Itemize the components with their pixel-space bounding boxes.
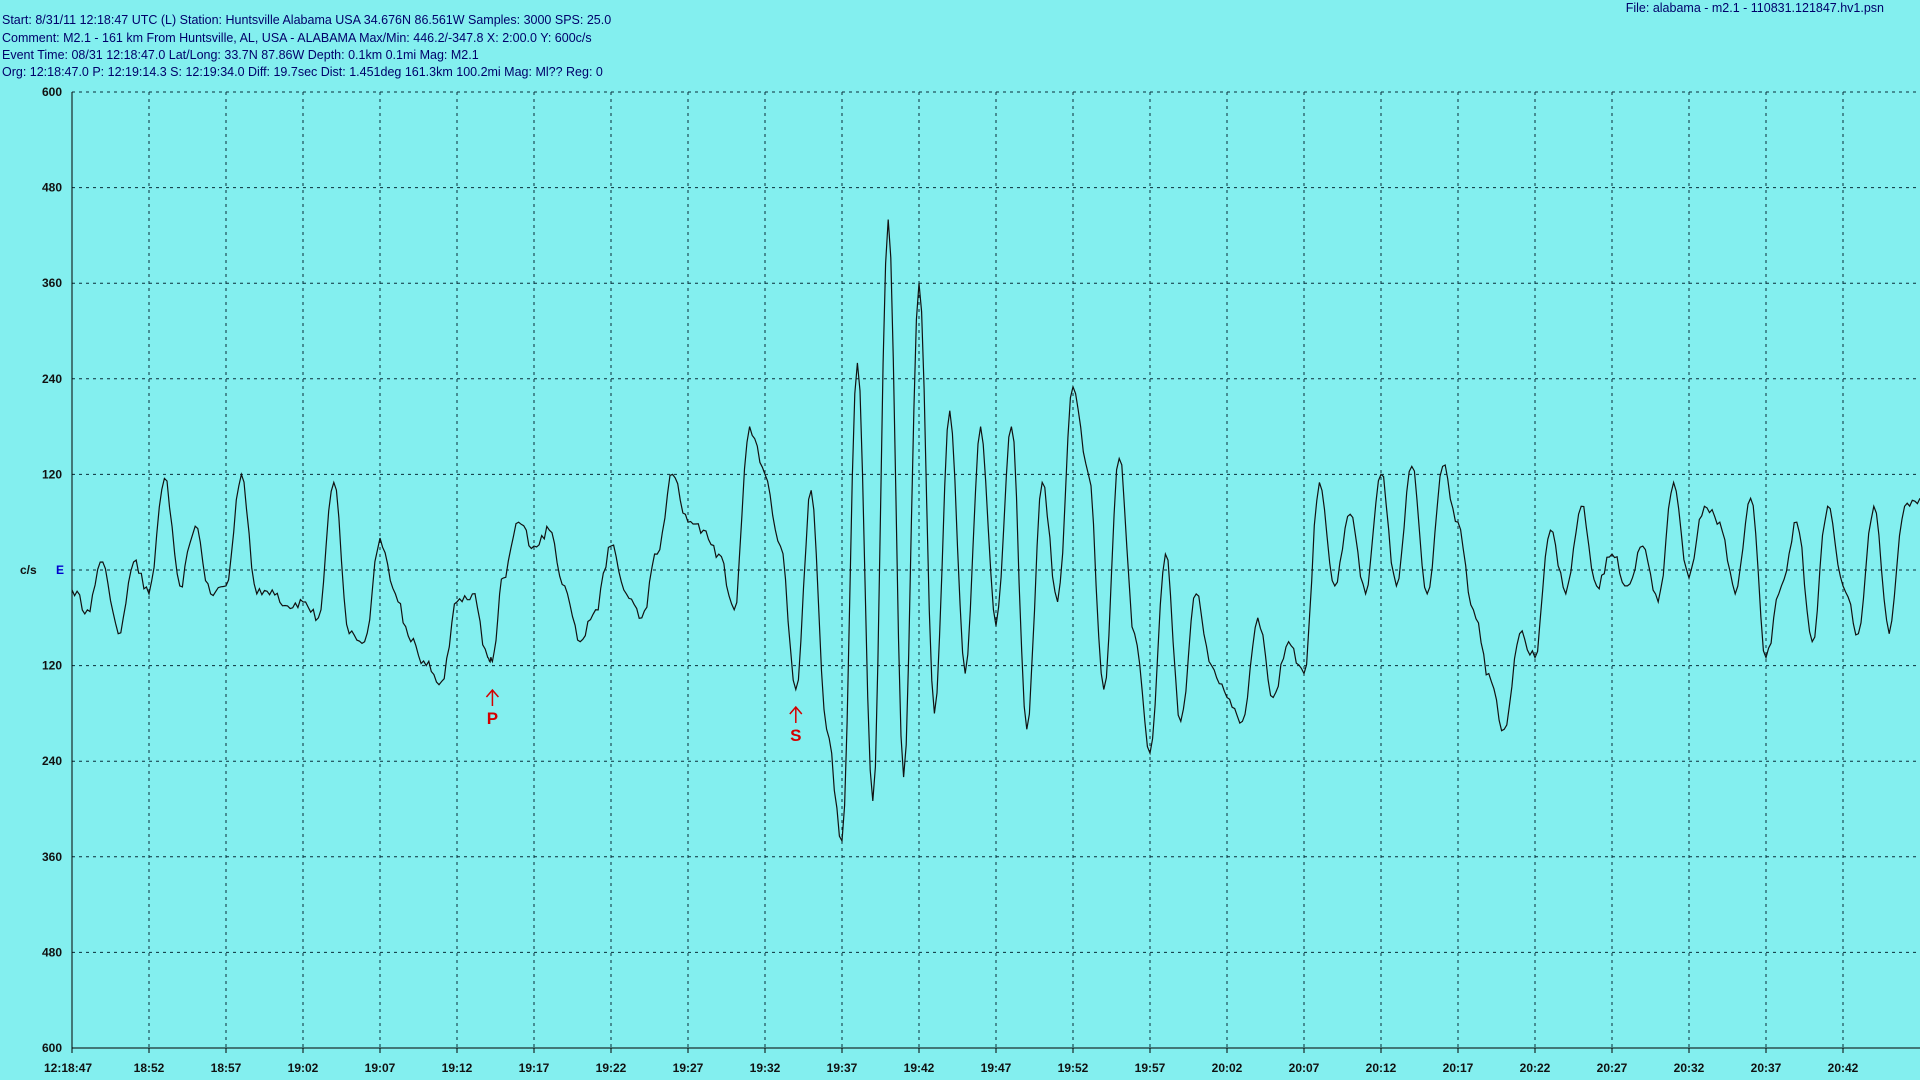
marker-label: S bbox=[790, 726, 801, 745]
channel-label: E bbox=[56, 563, 64, 577]
x-tick-label: 19:57 bbox=[1135, 1061, 1166, 1075]
x-tick-label: 19:12 bbox=[442, 1061, 473, 1075]
x-tick-label: 19:42 bbox=[904, 1061, 935, 1075]
y-tick-label: 120 bbox=[42, 659, 62, 673]
x-tick-label: 12:18:47 bbox=[44, 1061, 92, 1075]
header-line-1: Start: 8/31/11 12:18:47 UTC (L) Station:… bbox=[2, 13, 612, 27]
header-line-4: Org: 12:18:47.0 P: 12:19:14.3 S: 12:19:3… bbox=[2, 65, 603, 79]
phase-markers: PS bbox=[485, 688, 803, 745]
x-tick-label: 20:02 bbox=[1212, 1061, 1243, 1075]
header-line-3: Event Time: 08/31 12:18:47.0 Lat/Long: 3… bbox=[2, 48, 479, 62]
x-tick-label: 19:02 bbox=[288, 1061, 319, 1075]
x-tick-label: 19:17 bbox=[519, 1061, 550, 1075]
chart-grid bbox=[72, 91, 1920, 1049]
x-tick-label: 20:42 bbox=[1828, 1061, 1859, 1075]
chart-axes: 600 480 360 240 120 120 240 360 480 600 c/s E 12:18:… bbox=[20, 85, 1920, 1075]
x-tick-label: 18:52 bbox=[134, 1061, 165, 1075]
y-tick-label: 240 bbox=[42, 372, 62, 386]
y-tick-label: 360 bbox=[42, 276, 62, 290]
y-tick-label: 600 bbox=[42, 1041, 62, 1055]
y-tick-label: 600 bbox=[42, 85, 62, 99]
file-name: File: alabama - m2.1 - 110831.121847.hv1… bbox=[1625, 1, 1884, 15]
header-line-2: Comment: M2.1 - 161 km From Huntsville, … bbox=[2, 31, 592, 45]
x-tick-label: 19:52 bbox=[1058, 1061, 1089, 1075]
x-tick-label: 19:47 bbox=[981, 1061, 1012, 1075]
x-tick-label: 20:07 bbox=[1289, 1061, 1320, 1075]
x-tick-label: 20:17 bbox=[1443, 1061, 1474, 1075]
x-tick-label: 19:07 bbox=[365, 1061, 396, 1075]
x-tick-label: 19:32 bbox=[750, 1061, 781, 1075]
x-tick-label: 20:37 bbox=[1751, 1061, 1782, 1075]
y-tick-label: 240 bbox=[42, 754, 62, 768]
y-tick-label: 480 bbox=[42, 945, 62, 959]
marker-p: P bbox=[485, 688, 499, 728]
x-tick-label: 19:22 bbox=[596, 1061, 627, 1075]
x-tick-label: 19:37 bbox=[827, 1061, 858, 1075]
marker-s: S bbox=[789, 705, 803, 745]
seismic-trace bbox=[71, 219, 1920, 843]
x-tick-label: 20:22 bbox=[1520, 1061, 1551, 1075]
x-tick-label: 20:12 bbox=[1366, 1061, 1397, 1075]
y-tick-label: 360 bbox=[42, 850, 62, 864]
x-tick-label: 20:27 bbox=[1597, 1061, 1628, 1075]
x-tick-label: 18:57 bbox=[211, 1061, 242, 1075]
x-tick-label: 20:32 bbox=[1674, 1061, 1705, 1075]
y-tick-label: 120 bbox=[42, 467, 62, 481]
marker-label: P bbox=[487, 709, 498, 728]
x-tick-label: 19:27 bbox=[673, 1061, 704, 1075]
trace-line bbox=[71, 219, 1920, 843]
y-tick-label: 480 bbox=[42, 181, 62, 195]
y-unit-label: c/s bbox=[20, 563, 37, 577]
